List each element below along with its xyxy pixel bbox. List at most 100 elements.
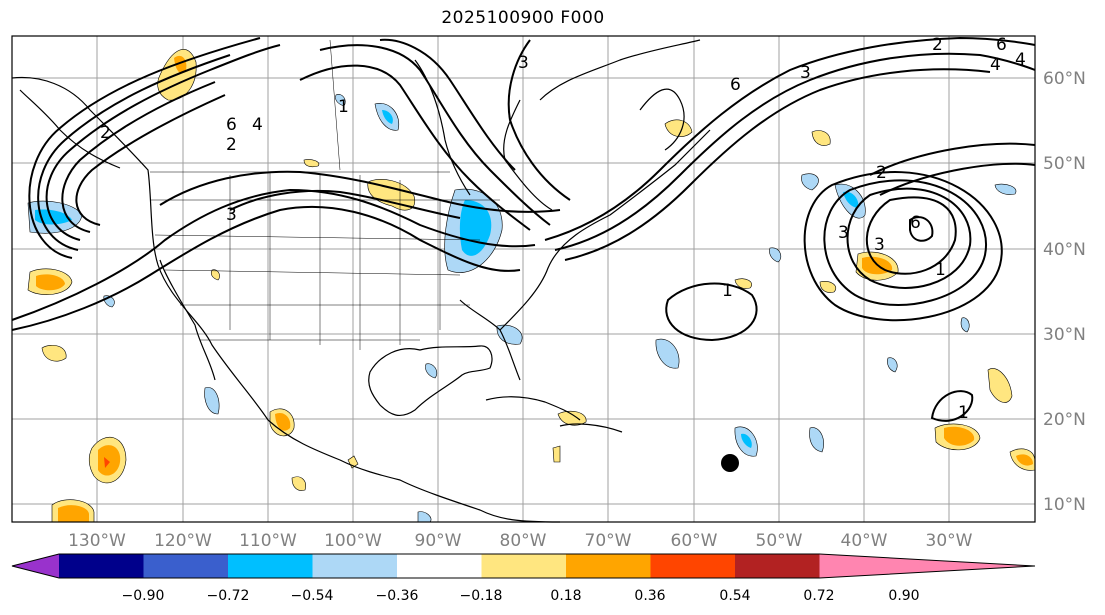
anomaly-negative (496, 324, 523, 345)
lat-label: 20°N (1043, 410, 1086, 430)
longitude-labels: 130°W 120°W 110°W 100°W 90°W 80°W 70°W 6… (68, 531, 973, 551)
lon-label: 100°W (324, 531, 382, 551)
contour-label: 6 (996, 35, 1007, 55)
colorbar-tick-label: −0.72 (207, 588, 250, 604)
colorbar-tick-label: −0.18 (460, 588, 503, 604)
colorbar-tick-label: −0.54 (291, 588, 334, 604)
contour-lines (11, 36, 1036, 422)
lon-label: 40°W (841, 531, 888, 551)
anomaly-negative (335, 94, 346, 107)
anomaly-positive (291, 476, 306, 491)
colorbar-tick-label: 0.36 (634, 588, 665, 604)
anomaly-negative (425, 363, 438, 379)
anomaly-positive (174, 55, 187, 74)
colorbar-segment (481, 554, 567, 578)
colorbar-extend-low (12, 554, 59, 578)
anomaly-negative (382, 110, 393, 124)
contour-label: 3 (800, 63, 811, 83)
colorbar-segment (228, 554, 313, 578)
anomaly-negative (204, 387, 220, 415)
contour-label: 1 (722, 281, 733, 301)
anomaly-negative (35, 209, 72, 225)
contour-label: 4 (252, 115, 263, 135)
lat-label: 50°N (1043, 154, 1086, 174)
anomaly-negative (994, 183, 1017, 195)
lon-label: 50°W (756, 531, 803, 551)
anomaly-positive (1016, 454, 1033, 466)
map-title: 2025100900 F000 (441, 8, 605, 28)
colorbar-tick-label: −0.90 (122, 588, 165, 604)
lat-label: 10°N (1043, 495, 1086, 515)
anomaly-negative (459, 200, 492, 256)
colorbar-segment (397, 554, 482, 578)
anomaly-negative (801, 173, 819, 191)
contour-label: 3 (838, 223, 849, 243)
contour-label: 4 (1015, 50, 1026, 70)
anomaly-negative (809, 427, 824, 453)
colorbar-tick-label: −0.36 (376, 588, 419, 604)
anomaly-positive (987, 368, 1013, 403)
anomaly-negative (741, 433, 752, 448)
lat-label: 40°N (1043, 240, 1086, 260)
anomaly-positive (819, 281, 837, 293)
lon-label: 120°W (154, 531, 212, 551)
lon-label: 80°W (500, 531, 547, 551)
colorbar-tick-label: 0.54 (719, 588, 750, 604)
coastlines (11, 39, 711, 523)
lat-label: 30°N (1043, 325, 1086, 345)
contour-label: 6 (730, 75, 741, 95)
colorbar-ticks: −0.90 −0.72 −0.54 −0.36 −0.18 0.18 0.36 … (122, 588, 920, 604)
anomaly-positive (58, 505, 89, 522)
colorbar-segment (143, 554, 229, 578)
colorbar-outline (11, 553, 1036, 579)
contour-label: 1 (958, 403, 969, 423)
anomaly-positive (41, 345, 67, 362)
contour-label: 3 (226, 205, 237, 225)
map-panel: 6 4 2 1 6 2 6 3 3 4 2 1 2 3 6 1 1 3 3 4 (11, 35, 1036, 523)
contour-label: 3 (874, 235, 885, 255)
contour-label: 3 (518, 53, 529, 73)
anomaly-patches (27, 49, 1036, 523)
colorbar-segment (59, 554, 144, 578)
colorbar-segment (566, 554, 651, 578)
contour-label: 2 (932, 35, 943, 55)
lon-label: 60°W (671, 531, 718, 551)
colorbar-segment (312, 554, 398, 578)
contour-label: 2 (226, 135, 237, 155)
storm-position-dot (721, 454, 739, 472)
anomaly-positive (944, 426, 975, 446)
colorbar-extend-high (819, 554, 1035, 578)
contour-label: 2 (876, 163, 887, 183)
latitude-labels: 60°N 50°N 40°N 30°N 20°N 10°N (1043, 69, 1086, 515)
anomaly-positive (664, 119, 693, 137)
anomaly-positive (303, 159, 320, 168)
anomaly-negative (887, 357, 898, 373)
colorbar-segment (650, 554, 736, 578)
contour-label: 6 (910, 213, 921, 233)
contour-label: 1 (935, 260, 946, 280)
anomaly-positive (98, 445, 121, 476)
anomaly-positive (367, 179, 416, 211)
anomaly-negative (655, 338, 680, 369)
anomaly-positive (275, 412, 291, 431)
colorbar-tick-label: 0.72 (803, 588, 834, 604)
anomaly-positive (36, 274, 65, 291)
contour-label: 2 (100, 123, 111, 143)
lon-label: 90°W (415, 531, 462, 551)
colorbar-segment (735, 554, 820, 578)
colorbar-tick-label: 0.18 (550, 588, 581, 604)
colorbar-tick-label: 0.90 (888, 588, 919, 604)
anomaly-positive (734, 278, 752, 289)
anomaly-negative (960, 317, 970, 333)
contour-label: 6 (226, 115, 237, 135)
lon-label: 70°W (585, 531, 632, 551)
anomaly-negative (843, 191, 859, 208)
lon-label: 110°W (239, 531, 297, 551)
contour-label: 4 (990, 55, 1001, 75)
anomaly-negative (769, 247, 782, 263)
lon-label: 30°W (926, 531, 973, 551)
colorbar (11, 553, 1036, 579)
anomaly-positive (552, 445, 561, 463)
anomaly-positive (104, 457, 110, 468)
